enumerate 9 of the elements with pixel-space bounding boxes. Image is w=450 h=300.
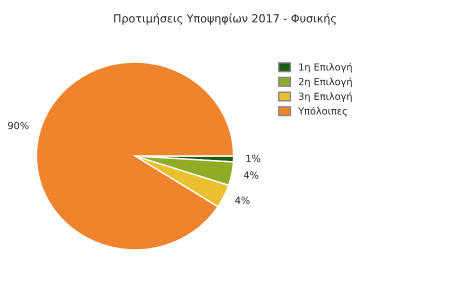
data-label: 90% <box>8 122 28 130</box>
data-label: 4% <box>235 196 250 204</box>
legend-label: Υπόλοιπες <box>298 106 347 117</box>
legend-label: 1η Επιλογή <box>299 62 352 73</box>
data-label: 4% <box>244 171 258 179</box>
legend-label: 3η Επιλογή <box>298 92 352 102</box>
data-label: 1% <box>246 154 260 162</box>
chart-title: Προτιμήσεις Υποψηφίων 2017 - Φυσικής <box>114 14 336 25</box>
legend-label: 2η Επιλογή <box>298 77 352 88</box>
